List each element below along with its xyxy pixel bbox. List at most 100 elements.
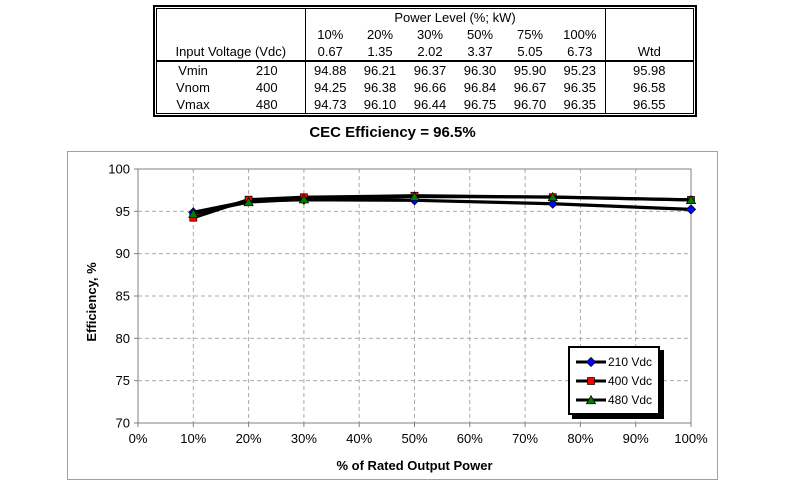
legend-label: 210 Vdc [608, 354, 653, 369]
data-marker-480-vdc [685, 194, 697, 205]
wtd-spacer-cell [604, 26, 693, 43]
table-row: Input Voltage (Vdc) 0.67 1.35 2.02 3.37 … [157, 43, 693, 62]
y-tick-label: 75 [116, 373, 130, 388]
cell-value: 96.21 [363, 63, 397, 78]
legend-label: 400 Vdc [608, 373, 653, 388]
legend-marker-triangle-icon [576, 394, 606, 404]
cell-value: 96.70 [513, 97, 547, 112]
percent-label: 75% [516, 27, 544, 42]
legend-marker-diamond-icon [576, 356, 606, 367]
table-row-vnom: Vnom 400 94.25 96.38 96.66 96.84 96.67 9… [157, 79, 693, 96]
legend-marker-shape [585, 394, 597, 404]
table-row-vmin: Vmin 210 94.88 96.21 96.37 96.30 95.90 9… [157, 61, 693, 79]
data-marker-210-vdc [547, 198, 558, 209]
table-row: 10% 20% 30% 50% 75% 100% [157, 26, 693, 43]
x-tick-label: 80% [567, 431, 593, 446]
table-row-vmax: Vmax 480 94.73 96.10 96.44 96.75 96.70 9… [157, 96, 693, 113]
kw-value: 5.05 [505, 43, 555, 62]
cell-value: 96.35 [563, 97, 597, 112]
kw-value: 2.02 [405, 43, 455, 62]
kw-value: 0.67 [304, 43, 355, 62]
legend-entry-400-vdc: 400 Vdc [576, 371, 656, 390]
legend-label: 480 Vdc [608, 392, 653, 407]
cell-value: 94.73 [304, 96, 355, 113]
x-tick-label: 30% [291, 431, 317, 446]
chart-canvas: 70 75 80 85 90 95 100 0% 10% 20% 30% 40% 50% 60% 70% 80… [84, 162, 708, 474]
x-tick-label: 10% [180, 431, 206, 446]
wtd-spacer-cell [604, 9, 693, 26]
y-tick-label: 70 [116, 416, 130, 431]
x-tick-label: 90% [623, 431, 649, 446]
legend-marker-shape [585, 356, 597, 367]
spacer-cell [157, 26, 305, 43]
data-marker-480-vdc [547, 191, 558, 202]
row-voltage: 480 [255, 97, 278, 112]
percent-label: 30% [416, 27, 444, 42]
cell-value: 96.37 [413, 63, 447, 78]
y-axis-title: Efficiency, % [84, 262, 99, 342]
y-tick-label: 80 [116, 331, 130, 346]
cell-value: 96.35 [563, 80, 597, 95]
cell-value: 96.38 [363, 80, 397, 95]
percent-label: 20% [366, 27, 394, 42]
percent-label: 50% [466, 27, 494, 42]
cell-value: 96.67 [513, 80, 547, 95]
row-voltage: 210 [255, 63, 278, 78]
x-tick-label: 20% [236, 431, 262, 446]
power-level-table: Power Level (%; kW) 10% 20% 30% 50% 75% … [157, 9, 693, 113]
y-tick-label: 100 [108, 162, 130, 177]
kw-value: 3.37 [455, 43, 505, 62]
kw-value: 1.35 [355, 43, 405, 62]
series-line-480-vdc [192, 194, 692, 216]
cell-value: 95.90 [513, 63, 547, 78]
table-row: Power Level (%; kW) [157, 9, 693, 26]
input-voltage-label: Input Voltage (Vdc) [157, 43, 305, 62]
row-name: Vmin [178, 63, 208, 78]
row-voltage: 400 [255, 80, 278, 95]
percent-label: 10% [304, 26, 355, 43]
x-tick-label: 50% [401, 431, 427, 446]
data-marker-480-vdc [188, 208, 199, 218]
legend-entry-480-vdc: 480 Vdc [576, 390, 656, 409]
power-level-header: Power Level (%; kW) [304, 9, 605, 26]
y-tick-label: 90 [116, 246, 130, 261]
wtd-value: 95.98 [604, 61, 693, 79]
wtd-header: Wtd [604, 43, 693, 62]
chart-title: CEC Efficiency = 96.5% [309, 124, 476, 141]
cell-value: 96.44 [413, 97, 447, 112]
cell-value: 94.25 [304, 79, 355, 96]
cell-value: 96.84 [463, 80, 497, 95]
percent-label: 100% [563, 27, 597, 42]
cell-value: 96.66 [413, 80, 447, 95]
row-name: Vnom [176, 80, 210, 95]
data-marker-210-vdc [685, 204, 697, 215]
row-name: Vmax [176, 97, 210, 112]
x-axis-title: % of Rated Output Power [337, 458, 493, 473]
x-tick-label: 100% [674, 431, 708, 446]
legend-entry-210-vdc: 210 Vdc [576, 352, 656, 371]
x-tick-label: 60% [457, 431, 483, 446]
data-marker-480-vdc [409, 191, 420, 201]
legend-marker-square-icon [576, 376, 606, 385]
cell-value: 95.23 [563, 63, 597, 78]
cell-value: 94.88 [304, 61, 355, 79]
efficiency-chart: 70 75 80 85 90 95 100 0% 10% 20% 30% 40% 50% 60% 70% 80… [67, 151, 718, 480]
data-marker-480-vdc [298, 194, 310, 204]
cell-value: 96.30 [463, 63, 497, 78]
y-tick-label: 85 [116, 289, 130, 304]
y-tick-label: 95 [116, 204, 130, 219]
x-tick-label: 40% [346, 431, 372, 446]
corner-cell [157, 9, 305, 26]
wtd-value: 96.58 [604, 79, 693, 96]
chart-legend: 210 Vdc 400 Vdc 480 Vdc [568, 346, 660, 415]
cell-value: 96.75 [463, 97, 497, 112]
data-marker-480-vdc [243, 196, 254, 207]
cell-value: 96.10 [363, 97, 397, 112]
efficiency-table: Power Level (%; kW) 10% 20% 30% 50% 75% … [153, 5, 697, 117]
legend-marker-shape [587, 376, 595, 385]
wtd-value: 96.55 [604, 96, 693, 113]
kw-value: 6.73 [555, 43, 605, 62]
x-tick-label: 0% [129, 431, 148, 446]
x-tick-label: 70% [512, 431, 538, 446]
